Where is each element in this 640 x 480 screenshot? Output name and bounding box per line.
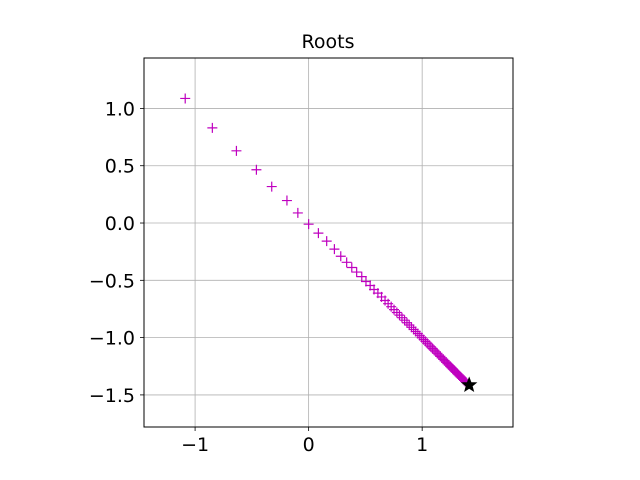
root-point-marker [292,207,303,218]
root-point-marker [266,181,277,192]
root-point-marker [408,324,419,335]
root-point-marker [356,271,367,282]
x-tick-label: 0 [303,434,315,456]
y-tick-label: −0.5 [89,270,135,292]
root-point-marker [391,307,402,318]
root-point-marker [303,219,314,230]
root-point-marker [335,251,346,262]
y-tick-label: 0.5 [105,156,135,178]
root-point-marker [404,320,415,331]
root-point-marker [231,145,242,156]
y-tick-label: 0.0 [105,213,135,235]
root-point-marker [410,326,421,337]
root-point-marker [321,236,332,247]
grid [144,58,513,427]
root-point-marker [346,262,357,273]
y-axis: 1.0 0.5 0.0 −0.5 −1.0 −1.5 [89,98,144,407]
root-point-marker [251,164,262,175]
root-point-marker [313,228,324,239]
root-point-marker [406,322,417,333]
root-point-marker [281,195,292,206]
axes-frame [143,57,514,428]
x-axis: −1 0 1 [181,427,428,456]
x-tick-label: −1 [181,434,209,456]
root-point-marker [401,317,412,328]
root-point-marker [441,357,452,368]
root-point-marker [341,257,352,268]
y-tick-label: 1.0 [105,98,135,120]
root-point-marker [396,312,407,323]
root-point-marker [180,93,191,104]
root-point-marker [207,122,218,133]
chart-title: Roots [302,31,355,53]
root-point-marker [329,244,340,255]
root-point-marker [399,315,410,326]
x-tick-label: 1 [416,434,428,456]
y-tick-label: −1.0 [89,328,135,350]
y-tick-label: −1.5 [89,385,135,407]
star-marker [460,376,478,393]
root-point-marker [394,310,405,321]
root-point-marker [351,267,362,278]
root-point-marker [360,276,371,287]
data-points [180,93,478,393]
